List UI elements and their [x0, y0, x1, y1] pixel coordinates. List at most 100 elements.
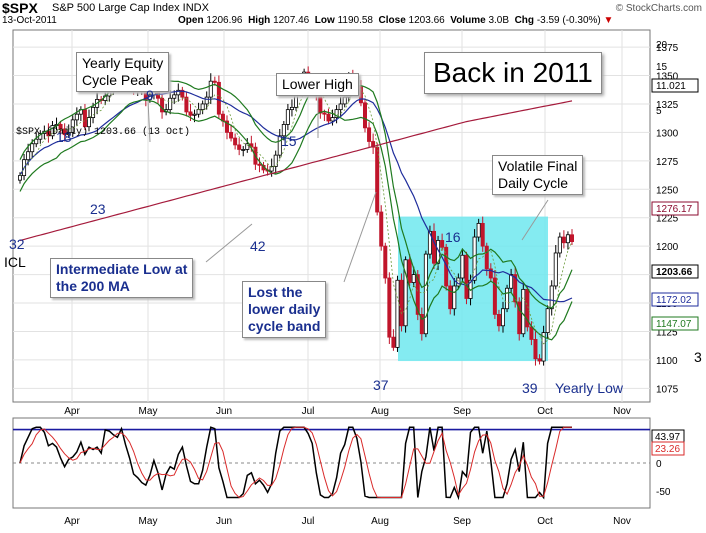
candle — [17, 175, 22, 181]
candle — [74, 113, 79, 121]
right-scale-label: 20 — [656, 40, 668, 51]
x-month-label: May — [139, 406, 158, 417]
candle — [184, 96, 189, 113]
price-tag-box — [651, 264, 699, 279]
candle — [241, 149, 246, 151]
candle — [208, 80, 213, 98]
y-tick-label: 1325 — [656, 100, 679, 111]
candle — [330, 117, 335, 122]
cycle-count-23: 23 — [90, 201, 106, 217]
candle — [403, 259, 408, 327]
candle — [188, 111, 193, 116]
x-month-label-lower: May — [139, 516, 158, 527]
y-tick-label: 1250 — [656, 185, 679, 196]
candle — [480, 222, 485, 247]
candle — [407, 259, 412, 283]
cycle-count-32: 32 — [9, 236, 25, 252]
candle — [379, 211, 384, 247]
cycle-count-18: 18 — [56, 129, 72, 145]
price-tag: 1276.17 — [656, 204, 693, 215]
price-tag-box — [651, 201, 699, 216]
candle — [521, 288, 526, 335]
candle — [46, 130, 51, 137]
stockcharts-brand: © StockCharts.com — [615, 3, 702, 14]
x-month-label: Jun — [216, 406, 232, 417]
chart-date: 13-Oct-2011 — [2, 15, 57, 26]
ma-200 — [19, 100, 573, 242]
candle — [533, 339, 538, 360]
candle — [549, 285, 554, 310]
price-tag: 1147.07 — [656, 319, 692, 330]
candle — [517, 301, 522, 335]
candle — [570, 234, 575, 242]
candle — [411, 274, 416, 283]
candle — [322, 112, 327, 115]
candle — [160, 97, 165, 113]
candle — [180, 89, 185, 98]
candle — [212, 80, 217, 83]
candle — [358, 86, 363, 104]
price-tag: 1172.02 — [656, 295, 692, 306]
candle — [476, 222, 481, 238]
price-tag: 11.021 — [656, 81, 686, 92]
yearly-peak-note: Yearly Equity Cycle Peak — [76, 52, 170, 92]
volatile-cycle-note: Volatile Final Daily Cycle — [492, 155, 584, 195]
candle — [326, 113, 331, 122]
price-tag-box — [651, 292, 699, 307]
price-tag-box — [651, 78, 699, 93]
candle — [269, 166, 274, 172]
cycle-count-15: 15 — [281, 133, 297, 149]
candle — [456, 277, 461, 287]
y-tick-label: 1375 — [656, 43, 679, 54]
icl-label: ICL — [4, 254, 26, 270]
x-month-label: Nov — [613, 406, 631, 417]
candle — [58, 124, 63, 130]
candle — [557, 236, 562, 254]
cycle-count-9: 9 — [146, 87, 154, 103]
candle — [541, 332, 546, 362]
candle — [500, 308, 505, 327]
candle — [289, 106, 294, 111]
candle — [172, 94, 177, 99]
candle — [245, 143, 250, 150]
candle — [204, 96, 209, 105]
candle — [484, 245, 489, 270]
y-tick-label: 1075 — [656, 384, 679, 395]
candle — [338, 103, 343, 111]
osc-tag-box — [651, 441, 685, 456]
candle — [216, 81, 221, 115]
candle — [565, 234, 570, 244]
candle — [371, 141, 376, 148]
pointer-line — [343, 191, 377, 283]
candle — [452, 285, 457, 310]
pointer-line — [521, 199, 549, 241]
candle — [66, 131, 71, 136]
x-month-label-lower: Sep — [453, 516, 471, 527]
oscillator-tick-label: 0 — [656, 459, 662, 470]
candle — [440, 240, 445, 248]
candle — [176, 89, 181, 96]
osc-tag: 43.97 — [655, 432, 680, 443]
yearly-low-label: Yearly Low — [555, 380, 623, 396]
chart-header: $SPX S&P 500 Large Cap Index INDX 13-Oct… — [0, 0, 706, 26]
candle — [399, 279, 404, 327]
y-tick-label: 1200 — [656, 242, 679, 253]
candle — [383, 245, 388, 279]
candle — [285, 109, 290, 125]
candle — [224, 120, 229, 133]
cycle-band-lower — [19, 99, 573, 341]
candle — [50, 125, 55, 137]
symbol-description: S&P 500 Large Cap Index INDX — [52, 2, 209, 14]
candle — [488, 268, 493, 279]
x-month-label: Apr — [64, 406, 80, 417]
candle — [415, 274, 420, 315]
x-month-label: Oct — [537, 406, 553, 417]
candle — [168, 97, 173, 111]
candle — [277, 135, 282, 156]
candle — [87, 117, 92, 128]
price-tag: 1203.66 — [656, 267, 693, 278]
right-scale-label: 5 — [656, 106, 662, 117]
candle — [200, 103, 205, 111]
ohlc-readout: Open 1206.96 High 1207.46 Low 1190.58 Cl… — [178, 15, 614, 26]
lower-high-note: Lower High — [276, 73, 359, 96]
